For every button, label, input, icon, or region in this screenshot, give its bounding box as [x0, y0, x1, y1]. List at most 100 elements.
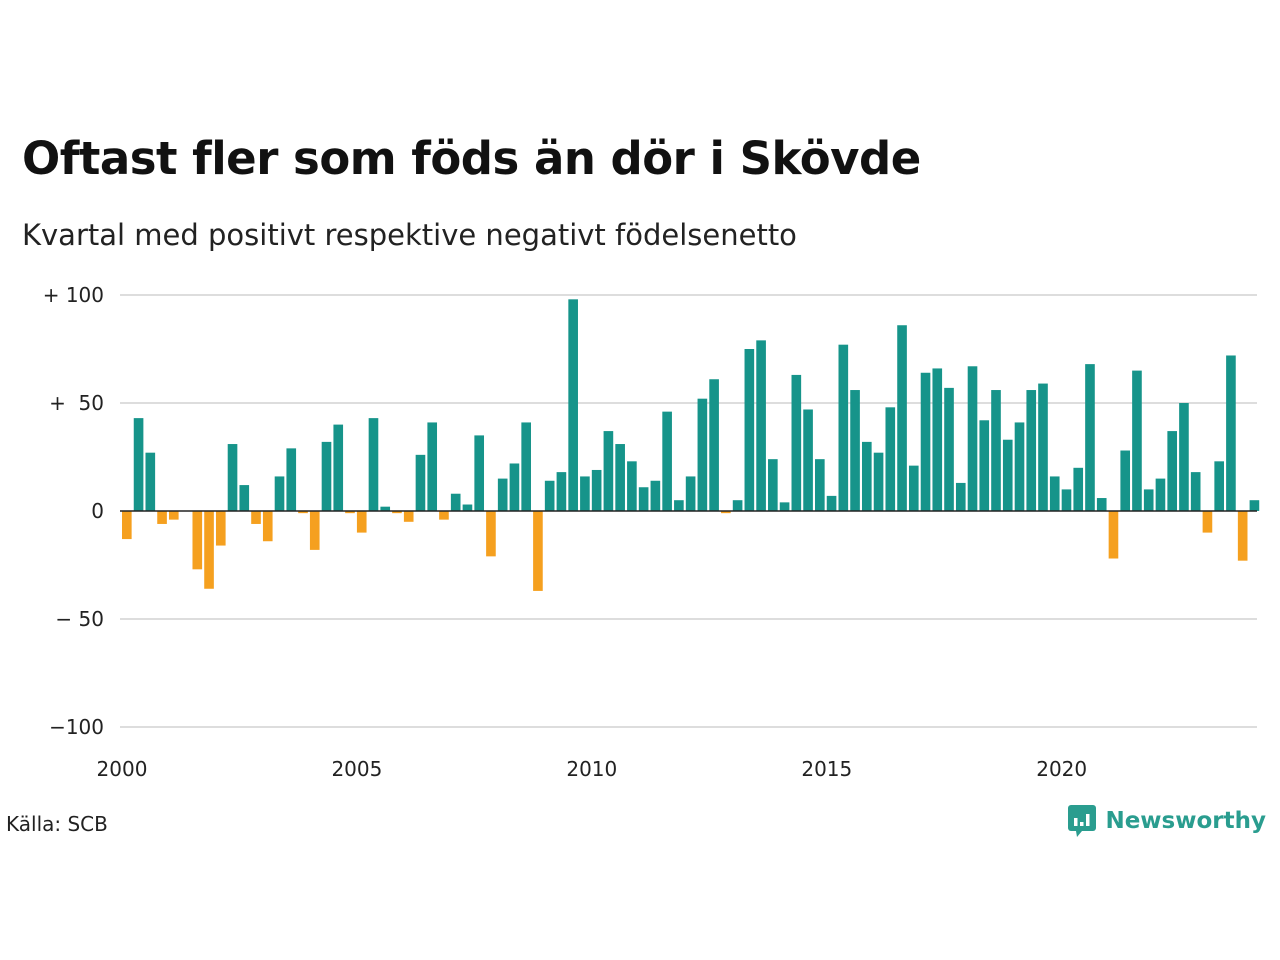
bar-negative	[298, 511, 308, 514]
bar-negative	[168, 511, 179, 520]
bar-positive	[674, 500, 684, 511]
bar-positive	[1096, 498, 1107, 511]
bar-positive	[838, 344, 849, 511]
bar-negative	[356, 511, 367, 533]
bar-positive	[521, 422, 531, 511]
bar-positive	[697, 398, 708, 511]
bar-positive	[756, 340, 766, 511]
bar-positive	[615, 444, 625, 511]
y-tick-label: 0	[91, 499, 104, 523]
bar-positive	[732, 500, 743, 511]
bar-positive	[603, 431, 614, 511]
bar-positive	[544, 480, 555, 511]
bar-positive	[662, 411, 672, 511]
bar-positive	[685, 476, 696, 511]
bar-positive	[1061, 489, 1072, 511]
bar-positive	[709, 379, 719, 511]
bar-positive	[955, 482, 966, 511]
bar-positive	[568, 299, 578, 511]
bar-positive	[333, 424, 344, 511]
bar-positive	[815, 459, 825, 511]
newsworthy-logo-icon	[1068, 805, 1097, 837]
bar-positive	[1026, 390, 1037, 511]
bar-positive	[227, 444, 238, 511]
bar-positive	[1085, 364, 1095, 511]
bar-negative	[1237, 511, 1248, 561]
bar-positive	[873, 452, 884, 511]
grid-lines	[120, 294, 1257, 728]
x-tick-label: 2010	[566, 757, 617, 781]
bar-positive	[826, 495, 837, 511]
bar-positive	[239, 485, 250, 511]
bar-positive	[474, 435, 485, 511]
bar-positive	[779, 502, 790, 511]
bar-positive	[1249, 500, 1260, 511]
bar-negative	[251, 511, 261, 524]
bar-positive	[1014, 422, 1025, 511]
bar-negative	[262, 511, 273, 542]
bar-negative	[533, 511, 543, 591]
bar-positive	[627, 461, 637, 511]
bar-positive	[908, 465, 919, 511]
bar-positive	[897, 325, 907, 511]
bar-positive	[768, 459, 778, 511]
bar-negative	[345, 511, 355, 514]
bar-positive	[415, 454, 426, 511]
bar-positive	[1120, 450, 1131, 511]
bar-positive	[274, 476, 285, 511]
brand-name: Newsworthy	[1105, 808, 1266, 834]
bar-positive	[944, 387, 954, 511]
bar-positive	[380, 506, 391, 511]
x-axis-ticks: 2000 2005 2010 2015 2020	[97, 757, 1088, 781]
x-tick-label: 2015	[801, 757, 852, 781]
bar-positive	[286, 448, 297, 511]
bar-negative	[439, 511, 449, 520]
bar-positive	[791, 374, 802, 511]
bar-positive	[861, 441, 872, 511]
bar-positive	[133, 418, 144, 511]
bar-positive	[1002, 439, 1013, 511]
bar-positive	[979, 420, 990, 511]
bar-positive	[1038, 383, 1048, 511]
bar-positive	[967, 366, 978, 511]
bar-positive	[991, 390, 1001, 511]
bar-negative	[215, 511, 226, 546]
bar-positive	[591, 469, 602, 511]
bar-positive	[580, 476, 590, 511]
bar-positive	[885, 407, 896, 511]
bar-positive	[462, 504, 473, 511]
bar-positive	[145, 452, 156, 511]
bar-positive	[638, 487, 649, 511]
bar-positive	[427, 422, 438, 511]
bar-positive	[650, 480, 661, 511]
source-label: Källa: SCB	[6, 812, 108, 836]
bars	[122, 299, 1260, 591]
chart-title: Oftast fler som föds än dör i Skövde	[22, 132, 921, 185]
bar-positive	[321, 441, 332, 511]
brand-logo[interactable]: Newsworthy	[1067, 804, 1266, 838]
bar-negative	[486, 511, 496, 557]
bar-negative	[157, 511, 167, 524]
bar-chart: + 100 + 50 0 − 50 −100 2000 2005 2010 2015 2020	[43, 283, 1260, 781]
x-tick-label: 2000	[97, 757, 148, 781]
bar-negative	[204, 511, 214, 589]
bar-positive	[509, 463, 520, 511]
bar-negative	[1108, 511, 1119, 559]
bar-positive	[497, 478, 508, 511]
y-tick-label: + 100	[43, 283, 104, 307]
bar-negative	[1202, 511, 1213, 533]
bar-negative	[721, 511, 731, 514]
y-tick-label: + 50	[49, 391, 104, 415]
bar-negative	[309, 511, 320, 550]
y-tick-label: − 50	[55, 607, 104, 631]
y-tick-label: −100	[49, 715, 104, 739]
bar-positive	[1155, 478, 1166, 511]
bar-positive	[1073, 467, 1084, 511]
bar-positive	[1226, 355, 1236, 511]
bar-positive	[1143, 489, 1154, 511]
bar-positive	[1214, 461, 1224, 511]
x-tick-label: 2005	[331, 757, 382, 781]
bar-positive	[450, 493, 461, 511]
bar-negative	[403, 511, 414, 522]
y-axis-ticks: + 100 + 50 0 − 50 −100	[43, 283, 104, 739]
